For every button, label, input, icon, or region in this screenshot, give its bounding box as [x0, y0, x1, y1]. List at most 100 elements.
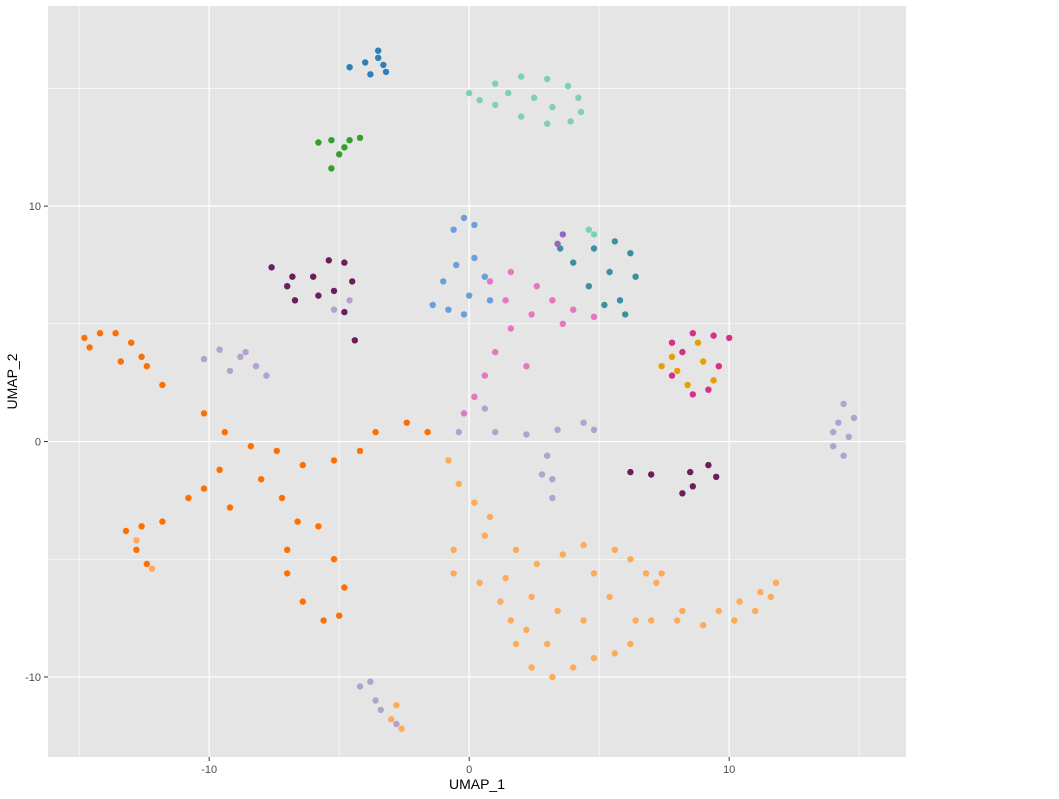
data-point — [710, 377, 717, 384]
data-point — [544, 120, 551, 127]
data-point — [450, 570, 457, 577]
data-point — [700, 358, 707, 365]
data-point — [330, 457, 338, 464]
data-point — [336, 612, 343, 619]
data-point — [684, 381, 691, 389]
data-point — [570, 306, 577, 313]
data-point — [622, 311, 629, 318]
data-point — [200, 485, 208, 492]
data-point — [273, 447, 280, 455]
data-point — [590, 426, 598, 433]
data-point — [455, 480, 462, 488]
data-point — [559, 551, 566, 558]
data-point — [481, 405, 488, 412]
data-point — [668, 372, 676, 379]
data-point — [731, 617, 738, 624]
data-point — [86, 344, 93, 351]
x-tick-label: -10 — [201, 764, 217, 776]
data-point — [486, 513, 494, 521]
data-point — [674, 367, 681, 375]
data-point — [393, 702, 400, 709]
data-point — [315, 523, 322, 530]
data-point — [590, 231, 598, 238]
data-point — [216, 466, 223, 473]
data-point — [767, 593, 774, 601]
data-point — [689, 391, 696, 398]
data-point — [668, 353, 676, 360]
data-point — [611, 546, 618, 553]
data-point — [632, 617, 639, 624]
major-gridlines — [48, 6, 906, 757]
data-point — [143, 363, 150, 370]
data-point — [653, 579, 660, 586]
data-point — [564, 82, 572, 90]
data-point — [658, 570, 665, 577]
data-point — [590, 245, 598, 252]
data-point — [341, 584, 348, 591]
data-point — [341, 308, 348, 316]
data-point — [559, 231, 566, 238]
data-point — [830, 428, 837, 436]
data-point — [349, 278, 356, 285]
data-point — [393, 720, 400, 728]
data-point — [112, 330, 119, 337]
plot-panel — [48, 6, 906, 757]
data-point — [278, 494, 286, 502]
data-point — [330, 287, 338, 295]
data-point — [627, 250, 634, 257]
data-point — [460, 214, 468, 222]
data-point — [221, 428, 228, 436]
data-point — [375, 47, 382, 54]
data-point — [505, 89, 512, 97]
data-point — [226, 367, 234, 375]
data-point — [549, 673, 556, 681]
data-point — [341, 144, 348, 151]
data-point — [689, 330, 696, 337]
data-point — [632, 273, 639, 280]
data-point — [585, 226, 592, 233]
data-point — [216, 346, 223, 353]
data-point — [570, 664, 577, 671]
data-point — [835, 419, 842, 426]
data-point — [424, 428, 431, 436]
data-point — [159, 381, 166, 389]
data-point — [518, 73, 525, 80]
data-point — [531, 94, 538, 102]
data-point — [200, 355, 208, 363]
data-point — [445, 306, 452, 313]
data-point — [554, 607, 561, 615]
data-point — [226, 504, 234, 511]
data-point — [330, 306, 338, 313]
data-point — [453, 261, 460, 269]
data-point — [557, 245, 564, 252]
data-point — [523, 431, 530, 438]
data-point — [533, 283, 540, 290]
data-point — [320, 617, 327, 624]
data-point — [533, 560, 540, 568]
data-point — [138, 523, 145, 530]
data-point — [674, 617, 681, 624]
data-point — [481, 273, 488, 280]
data-point — [497, 598, 504, 605]
data-point — [460, 410, 468, 417]
data-point — [840, 452, 847, 459]
data-point — [528, 664, 535, 671]
data-point — [291, 297, 299, 304]
data-point — [284, 546, 291, 553]
data-point — [237, 353, 244, 360]
data-point — [362, 59, 369, 66]
data-point — [512, 640, 520, 648]
data-point — [466, 292, 473, 299]
data-point — [346, 137, 353, 144]
data-point — [471, 393, 478, 400]
data-point — [601, 301, 608, 309]
data-point — [757, 589, 764, 596]
data-point — [518, 113, 525, 120]
data-point — [122, 527, 130, 535]
data-point — [544, 452, 551, 459]
data-point — [544, 640, 551, 648]
data-point — [502, 574, 509, 582]
data-point — [328, 165, 335, 172]
data-point — [299, 461, 306, 469]
